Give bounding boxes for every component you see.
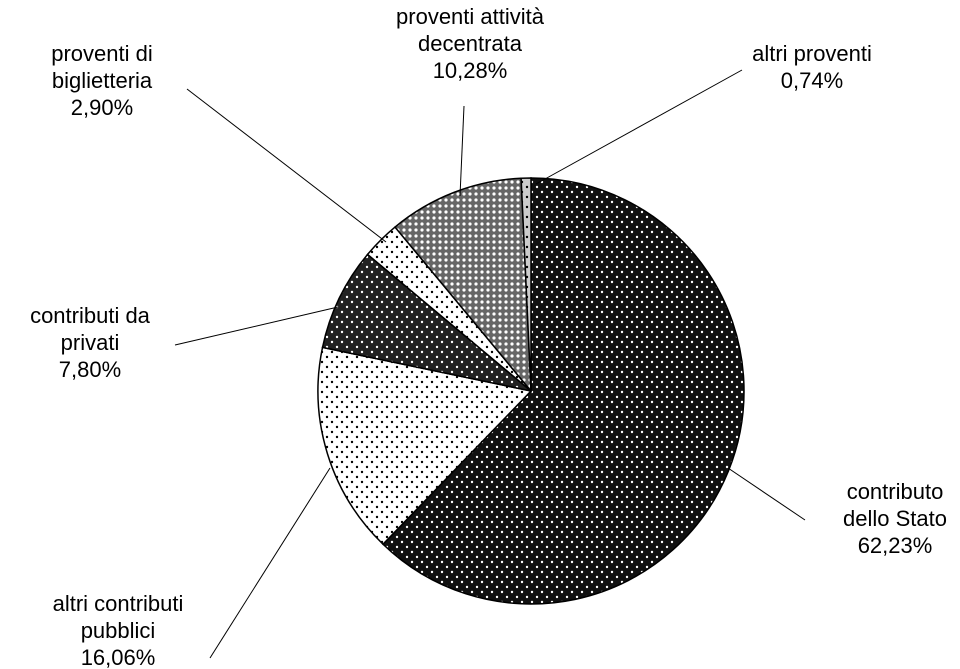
category-label: proventi attività decentrata bbox=[396, 4, 544, 56]
slice-label: proventi di biglietteria 2,90% bbox=[22, 40, 182, 121]
value-label: 2,90% bbox=[70, 95, 134, 120]
slice-label: contributo dello Stato 62,23% bbox=[825, 478, 960, 559]
category-label: proventi di biglietteria bbox=[51, 41, 153, 93]
category-label: contributi da privati bbox=[30, 303, 150, 355]
category-label: contributo dello Stato bbox=[843, 479, 947, 531]
value-label: 16,06% bbox=[80, 645, 156, 669]
category-label: altri proventi bbox=[752, 41, 872, 66]
leader-line bbox=[186, 88, 387, 243]
leader-line bbox=[174, 306, 339, 346]
slice-label: proventi attività decentrata 10,28% bbox=[375, 3, 565, 84]
slice-label: altri proventi 0,74% bbox=[727, 40, 897, 94]
value-label: 10,28% bbox=[432, 58, 508, 83]
pie-slice bbox=[393, 177, 532, 394]
leader-line bbox=[459, 105, 465, 197]
value-label: 62,23% bbox=[857, 533, 933, 558]
value-label: 7,80% bbox=[58, 357, 122, 382]
leader-line bbox=[535, 69, 743, 185]
pie-slice bbox=[321, 253, 532, 392]
leader-line bbox=[727, 467, 806, 521]
pie-slice bbox=[520, 177, 532, 392]
slice-label: altri contributi pubblici 16,06% bbox=[18, 590, 218, 669]
category-label: altri contributi pubblici bbox=[52, 591, 184, 643]
value-label: 0,74% bbox=[780, 68, 844, 93]
pie-slice bbox=[317, 346, 533, 546]
slice-label: contributi da privati 7,80% bbox=[5, 302, 175, 383]
leader-line bbox=[209, 467, 331, 659]
pie-slice bbox=[381, 177, 745, 605]
